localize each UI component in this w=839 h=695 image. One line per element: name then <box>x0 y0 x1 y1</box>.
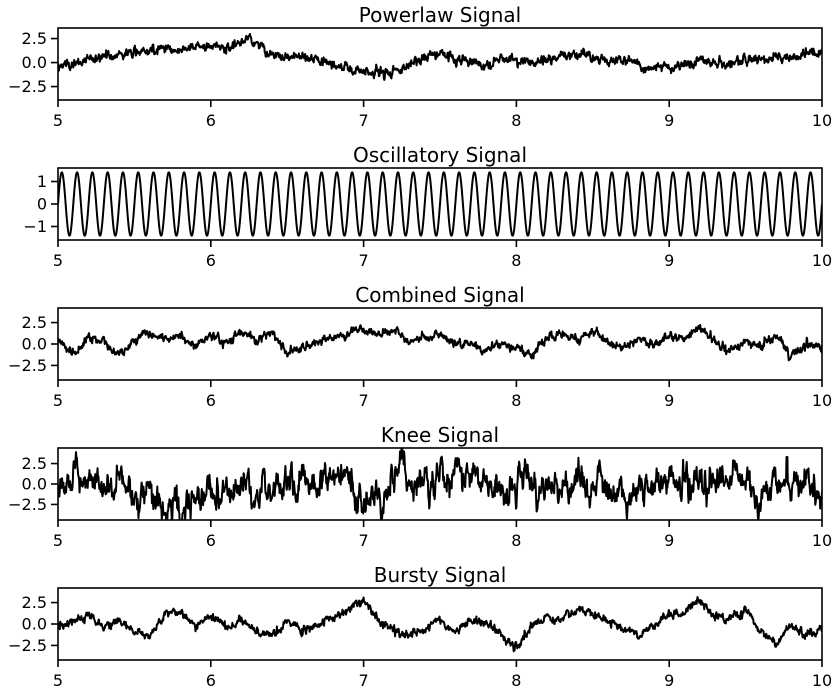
x-tick-label: 10 <box>812 251 832 270</box>
y-tick-label: −2.5 <box>8 495 47 514</box>
series-line <box>58 171 822 237</box>
series-line <box>58 32 822 81</box>
y-tick-label: 2.5 <box>22 313 47 332</box>
subplot-5: Bursty Signal 5 6 7 8 9 10 2.5 0.0 −2.5 <box>8 563 832 690</box>
chart-title: Powerlaw Signal <box>359 3 521 27</box>
subplot-3: Combined Signal 5 6 7 8 9 10 2.5 0.0 −2.5 <box>8 283 832 410</box>
x-tick-label: 8 <box>511 531 521 550</box>
y-tick-label: −2.5 <box>8 77 47 96</box>
x-tick-label: 7 <box>359 111 369 130</box>
x-tick-label: 7 <box>359 671 369 690</box>
axes-frame <box>57 307 823 381</box>
series-line <box>58 596 822 653</box>
x-tick-label: 9 <box>664 531 674 550</box>
x-tick-label: 10 <box>812 531 832 550</box>
x-tick-label: 10 <box>812 671 832 690</box>
x-tick-label: 9 <box>664 671 674 690</box>
x-tick-label: 6 <box>206 531 216 550</box>
x-tick-label: 6 <box>206 671 216 690</box>
x-tick-label: 8 <box>511 391 521 410</box>
x-tick-label: 5 <box>53 391 63 410</box>
chart-title: Knee Signal <box>381 423 499 447</box>
x-tick-label: 5 <box>53 111 63 130</box>
series-line <box>58 448 822 520</box>
y-tick-label: −2.5 <box>8 356 47 375</box>
x-tick-label: 10 <box>812 111 832 130</box>
x-tick-label: 10 <box>812 391 832 410</box>
x-tick-label: 7 <box>359 531 369 550</box>
subplot-4: Knee Signal 5 6 7 8 9 10 2.5 0.0−2.5 <box>8 423 832 550</box>
chart-title: Combined Signal <box>355 283 524 307</box>
x-tick-label: 8 <box>511 671 521 690</box>
subplot-1: Powerlaw Signal 5 6 7 8 9 10 2.5 0.0 −2.5 <box>8 3 832 130</box>
series-line <box>58 323 822 362</box>
y-tick-label: 0.0 <box>22 335 47 354</box>
axes-frame <box>57 27 823 101</box>
x-tick-label: 6 <box>206 111 216 130</box>
x-tick-label: 5 <box>53 531 63 550</box>
x-tick-label: 9 <box>664 391 674 410</box>
x-tick-label: 9 <box>664 111 674 130</box>
y-tick-label: 2.5 <box>22 29 47 48</box>
x-tick-label: 8 <box>511 111 521 130</box>
x-tick-label: 5 <box>53 671 63 690</box>
y-tick-label: 0 <box>37 195 47 214</box>
y-tick-label: 2.5 <box>22 454 47 473</box>
y-tick-label: 1 <box>37 172 47 191</box>
x-tick-label: 5 <box>53 251 63 270</box>
x-tick-label: 8 <box>511 251 521 270</box>
chart-title: Bursty Signal <box>374 563 507 587</box>
y-tick-label: 2.5 <box>22 593 47 612</box>
x-tick-label: 7 <box>359 391 369 410</box>
y-tick-label: 0.0 <box>22 615 47 634</box>
x-tick-label: 7 <box>359 251 369 270</box>
chart-title: Oscillatory Signal <box>353 143 527 167</box>
x-tick-label: 6 <box>206 251 216 270</box>
x-tick-label: 9 <box>664 251 674 270</box>
x-tick-label: 6 <box>206 391 216 410</box>
y-tick-label: −2.5 <box>8 636 47 655</box>
y-tick-label: 0.0 <box>22 53 47 72</box>
y-tick-label: −1 <box>23 217 47 236</box>
y-tick-label: 0.0 <box>22 475 47 494</box>
